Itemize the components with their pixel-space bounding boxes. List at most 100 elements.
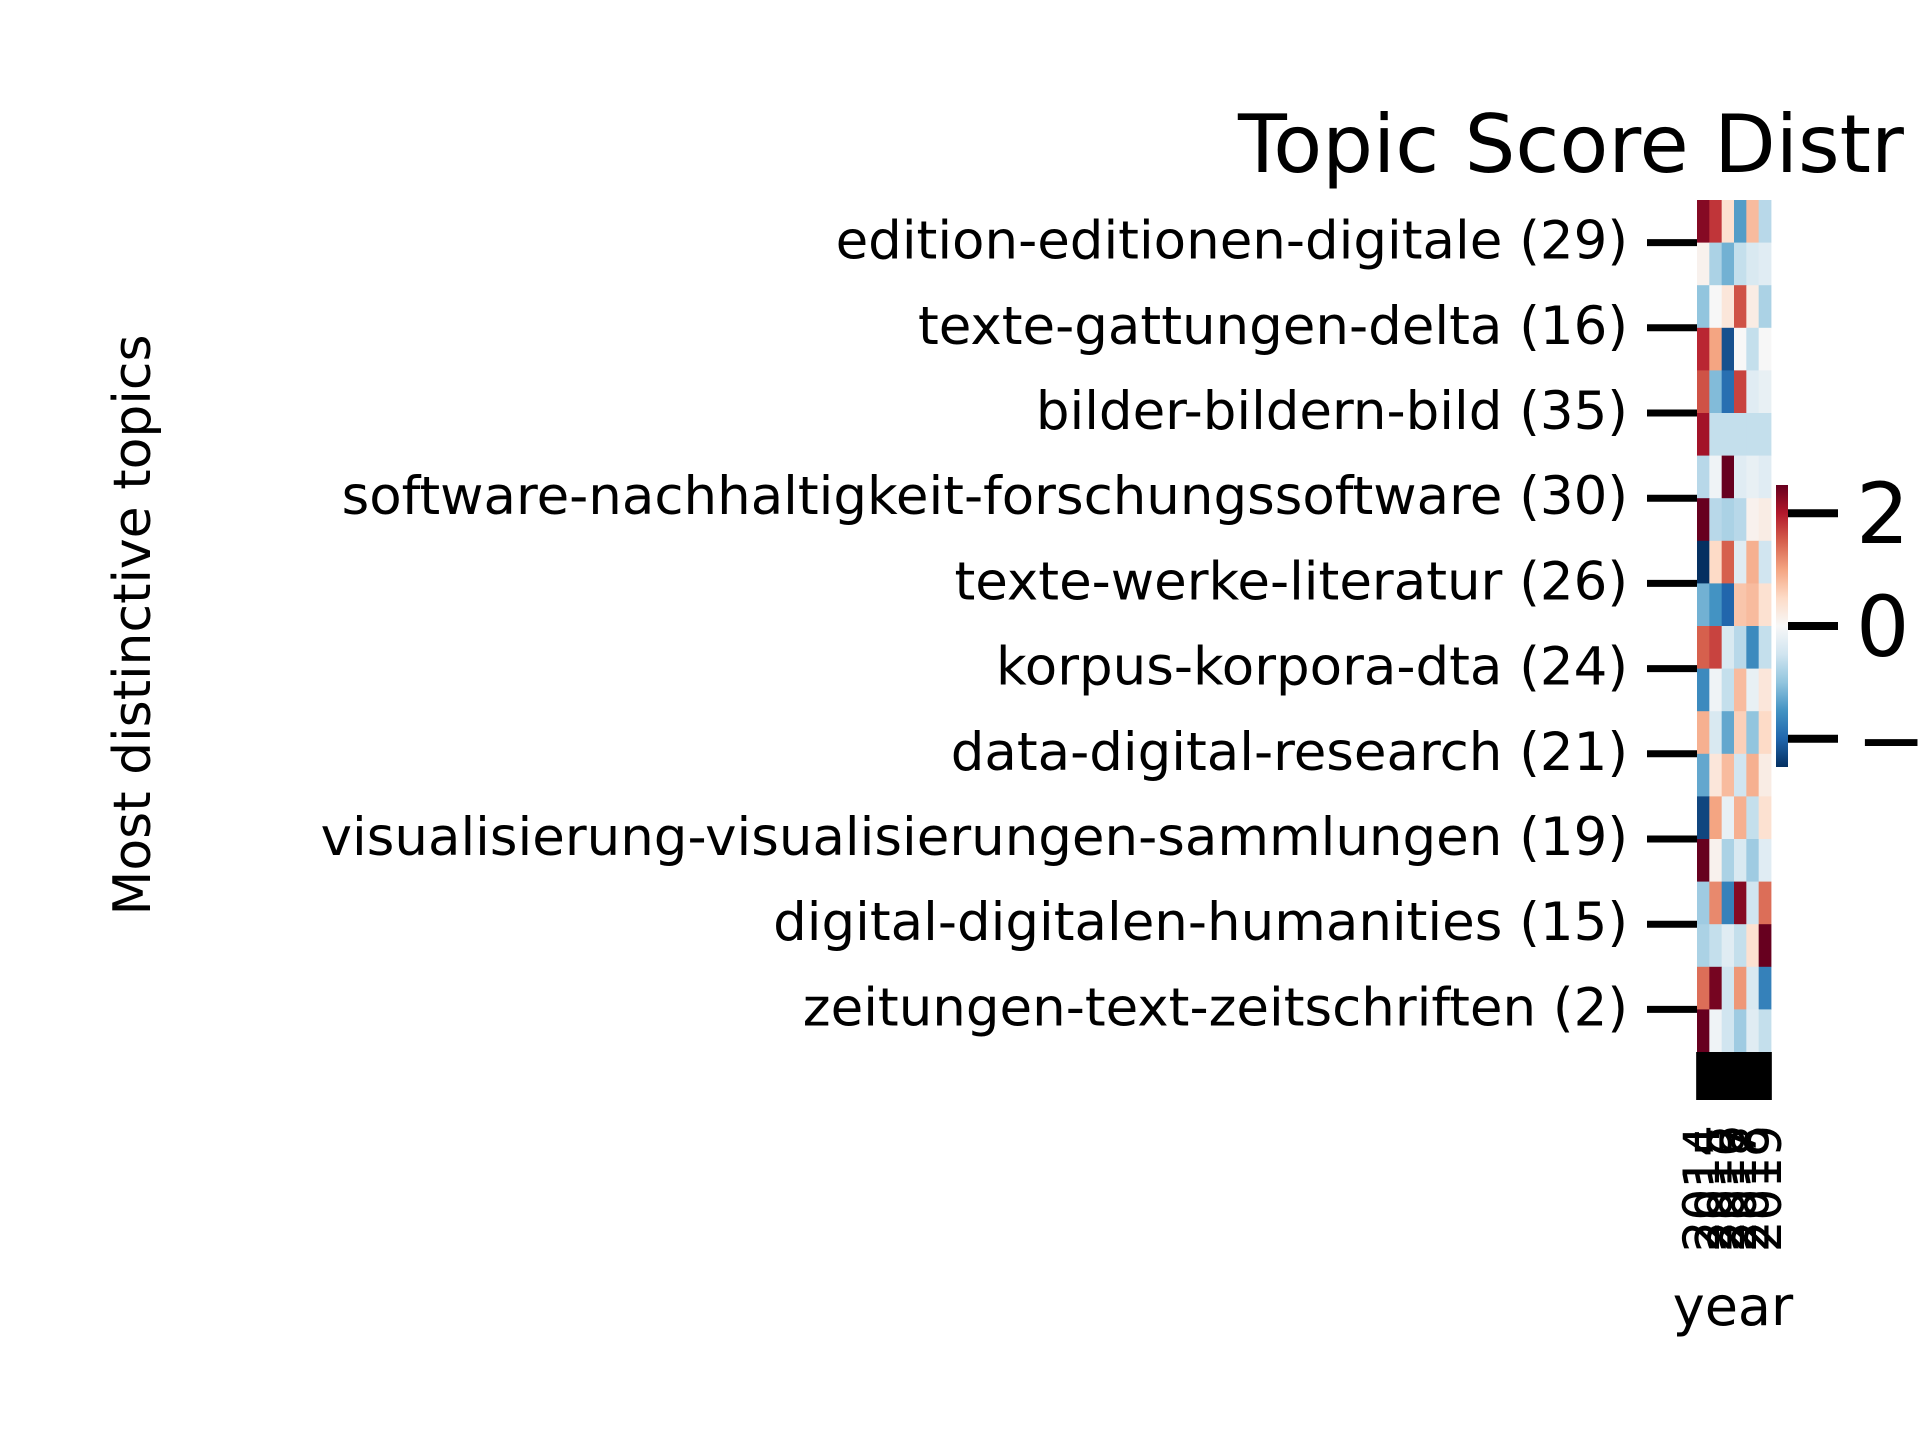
heatmap-cell	[1746, 498, 1760, 542]
chart-title: Topic Score Distr	[1237, 98, 1904, 191]
heatmap-cell	[1721, 924, 1735, 968]
heatmap-cell	[1746, 966, 1760, 1010]
heatmap-cell	[1746, 413, 1760, 456]
heatmap-cell	[1709, 626, 1723, 669]
heatmap-cell	[1721, 327, 1735, 371]
heatmap-cell	[1709, 711, 1723, 755]
heatmap-cell	[1721, 753, 1735, 797]
heatmap-cell	[1709, 796, 1723, 840]
row-label: visualisierung-visualisierungen-sammlung…	[321, 807, 1628, 868]
heatmap-cell	[1746, 242, 1760, 286]
heatmap-cell	[1697, 370, 1710, 414]
heatmap-cell	[1721, 498, 1735, 542]
heatmap-cell	[1746, 626, 1760, 669]
heatmap-cell	[1734, 924, 1747, 968]
heatmap-cell	[1734, 668, 1747, 712]
heatmap-cell	[1734, 583, 1747, 627]
heatmap-cell	[1721, 839, 1735, 882]
heatmap-cell	[1697, 881, 1710, 925]
heatmap-cell	[1734, 370, 1747, 414]
x-axis-label: year	[1673, 1275, 1794, 1338]
heatmap-cell	[1758, 839, 1772, 882]
heatmap-cell	[1758, 498, 1772, 542]
heatmap-cell	[1758, 242, 1772, 286]
row-label: edition-editionen-digitale (29)	[836, 211, 1628, 272]
heatmap-cell	[1734, 242, 1747, 286]
heatmap-cell	[1746, 881, 1760, 925]
heatmap-cell	[1721, 711, 1735, 755]
row-label: bilder-bildern-bild (35)	[1036, 381, 1628, 442]
heatmap-cell	[1709, 413, 1723, 456]
heatmap-cell	[1697, 242, 1710, 286]
heatmap-cell	[1734, 413, 1747, 456]
heatmap-cells	[1697, 200, 1772, 1053]
heatmap-cell	[1697, 924, 1710, 968]
heatmap-cell	[1721, 1009, 1735, 1053]
heatmap-cell	[1746, 583, 1760, 627]
heatmap-cell	[1709, 839, 1723, 882]
heatmap-cell	[1758, 924, 1772, 968]
heatmap-cell	[1746, 370, 1760, 414]
heatmap-cell	[1697, 626, 1710, 669]
heatmap-cell	[1697, 1009, 1710, 1053]
heatmap-cell	[1709, 668, 1723, 712]
heatmap-cell	[1746, 200, 1760, 243]
heatmap-cell	[1758, 370, 1772, 414]
heatmap-cell	[1697, 583, 1710, 627]
heatmap-cell	[1721, 540, 1735, 584]
heatmap-cell	[1697, 498, 1710, 542]
x-tick-label: 2019	[1735, 1125, 1793, 1252]
heatmap-cell	[1721, 242, 1735, 286]
heatmap-cell	[1709, 327, 1723, 371]
row-label: data-digital-research (21)	[951, 722, 1628, 783]
colorbar: 2 0 −	[1776, 465, 1920, 789]
heatmap-cell	[1697, 668, 1710, 712]
heatmap-cell	[1734, 1009, 1747, 1053]
heatmap-cell	[1758, 881, 1772, 925]
colorbar-tick-label: 0	[1856, 578, 1909, 676]
heatmap-cell	[1697, 839, 1710, 882]
heatmap-cell	[1734, 626, 1747, 669]
y-axis-label: Most distinctive topics	[103, 334, 163, 915]
heatmap-cell	[1721, 370, 1735, 414]
heatmap-cell	[1721, 583, 1735, 627]
heatmap-cell	[1758, 540, 1772, 584]
heatmap-cell	[1709, 455, 1723, 499]
heatmap-cell	[1746, 1009, 1760, 1053]
row-label: texte-werke-literatur (26)	[954, 551, 1628, 612]
heatmap-cell	[1697, 711, 1710, 755]
heatmap-cell	[1697, 540, 1710, 584]
heatmap-cell	[1709, 753, 1723, 797]
heatmap-cell	[1734, 839, 1747, 882]
colorbar-tick-label: −	[1856, 691, 1920, 789]
heatmap-cell	[1758, 413, 1772, 456]
heatmap-cell	[1709, 242, 1723, 286]
row-label: digital-digitalen-humanities (15)	[773, 892, 1628, 953]
heatmap-cell	[1721, 413, 1735, 456]
heatmap-cell	[1758, 966, 1772, 1010]
heatmap-cell	[1758, 796, 1772, 840]
heatmap-cell	[1746, 540, 1760, 584]
row-label: texte-gattungen-delta (16)	[918, 296, 1628, 357]
heatmap-cell	[1758, 1009, 1772, 1053]
heatmap-cell	[1721, 796, 1735, 840]
heatmap-cell	[1709, 966, 1723, 1010]
heatmap-cell	[1758, 455, 1772, 499]
heatmap-cell	[1746, 924, 1760, 968]
heatmap-cell	[1697, 455, 1710, 499]
heatmap-cell	[1697, 327, 1710, 371]
heatmap-cell	[1746, 455, 1760, 499]
heatmap-cell	[1697, 796, 1710, 840]
heatmap-cell	[1697, 753, 1710, 797]
colorbar-tick-label: 2	[1856, 465, 1909, 563]
colorbar-gradient	[1776, 485, 1788, 767]
heatmap-cell	[1734, 200, 1747, 243]
row-label: korpus-korpora-dta (24)	[996, 637, 1628, 698]
heatmap-cell	[1758, 583, 1772, 627]
heatmap-cell	[1709, 200, 1723, 243]
heatmap-cell	[1746, 668, 1760, 712]
heatmap-cell	[1734, 498, 1747, 542]
heatmap-cell	[1734, 966, 1747, 1010]
